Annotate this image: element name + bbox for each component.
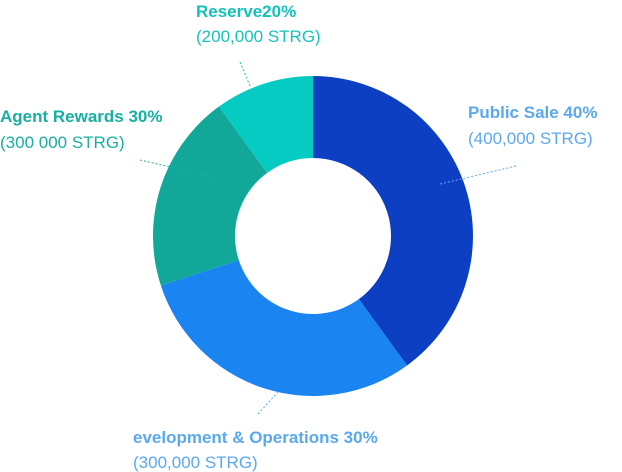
donut-slice — [160, 260, 408, 396]
slice-label: Agent Rewards 30% — [0, 107, 163, 126]
slice-amount: (200,000 STRG) — [196, 27, 321, 46]
leader-line — [257, 391, 279, 415]
leader-line — [439, 165, 517, 185]
slice-amount: (300,000 STRG) — [133, 453, 258, 472]
leader-line — [239, 61, 251, 87]
slice-label: Reserve20% — [196, 2, 296, 21]
donut-slice — [153, 106, 268, 286]
donut-slice — [313, 76, 474, 366]
slice-label: Public Sale 40% — [468, 103, 597, 122]
slice-label: evelopment & Operations 30% — [133, 428, 378, 447]
slice-amount: (400,000 STRG) — [468, 129, 593, 148]
leader-line — [139, 159, 219, 179]
slice-amount: (300 000 STRG) — [0, 133, 125, 152]
donut-slice — [218, 76, 313, 173]
